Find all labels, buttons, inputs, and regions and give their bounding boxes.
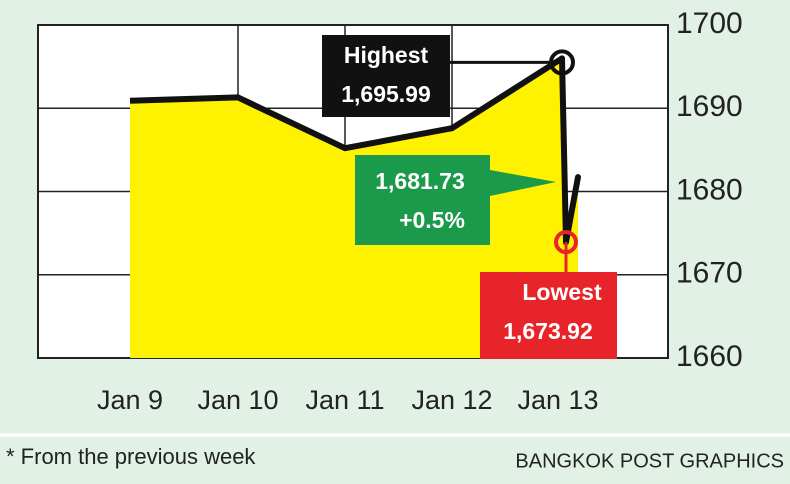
footnote: * From the previous week (6, 444, 256, 469)
low-marker (554, 230, 578, 255)
high-label: 1,695.99 (341, 81, 431, 107)
y-tick-label: 1690 (676, 90, 743, 123)
high-title: Highest (344, 42, 429, 68)
y-tick-label: 1700 (676, 7, 743, 40)
change-label: +0.5% (399, 207, 465, 233)
close-box (355, 155, 556, 245)
x-tick-label: Jan 9 (97, 385, 163, 415)
high-box (322, 35, 450, 117)
close-label: 1,681.73 (375, 168, 465, 194)
y-tick-label: 1670 (676, 257, 743, 290)
high-marker (549, 49, 575, 76)
x-tick-label: Jan 10 (197, 385, 278, 415)
line-segment (449, 55, 565, 132)
x-tick-label: Jan 11 (305, 385, 384, 415)
low-label: 1,673.92 (503, 318, 593, 344)
x-tick-label: Jan 12 (411, 385, 492, 415)
y-tick-label: 1680 (676, 173, 743, 206)
x-tick-label: Jan 13 (517, 385, 598, 415)
area (130, 58, 578, 359)
y-tick-label: 1660 (676, 340, 743, 373)
low-title: Lowest (522, 279, 602, 305)
line-segment (559, 55, 569, 246)
source: BANGKOK POST GRAPHICS (515, 450, 784, 472)
line (129, 94, 453, 152)
low-box (480, 272, 617, 359)
